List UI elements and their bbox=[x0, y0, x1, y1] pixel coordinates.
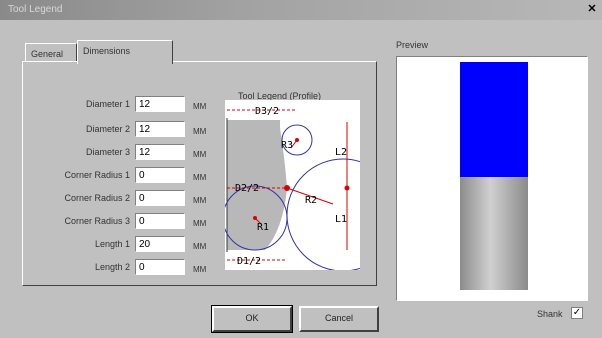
dimensions-panel bbox=[22, 61, 377, 286]
d2-label: D2/2 bbox=[235, 183, 259, 194]
unit-label: MM bbox=[193, 196, 207, 205]
r3-label: R3 bbox=[281, 140, 293, 151]
shank-label: Shank bbox=[537, 309, 563, 319]
field-label-diameter-2: Diameter 2 bbox=[85, 124, 130, 134]
diameter-2-input[interactable] bbox=[135, 121, 185, 137]
unit-label: MM bbox=[193, 127, 207, 136]
field-label-corner-radius-3: Corner Radius 3 bbox=[64, 216, 130, 226]
unit-label: MM bbox=[193, 150, 207, 159]
diameter-3-input[interactable] bbox=[135, 144, 185, 160]
tab-dimensions[interactable]: Dimensions bbox=[77, 40, 173, 64]
shank-preview bbox=[460, 177, 528, 290]
length-2-input[interactable] bbox=[135, 259, 185, 275]
unit-label: MM bbox=[193, 173, 207, 182]
preview-label: Preview bbox=[396, 40, 429, 50]
unit-label: MM bbox=[193, 265, 207, 274]
d1-label: D1/2 bbox=[237, 256, 261, 267]
field-label-diameter-3: Diameter 3 bbox=[85, 147, 130, 157]
title-bar: Tool Legend ✕ bbox=[0, 0, 602, 20]
field-label-diameter-1: Diameter 1 bbox=[85, 99, 130, 109]
field-label-length-1: Length 1 bbox=[94, 239, 130, 249]
close-icon[interactable]: ✕ bbox=[587, 3, 597, 15]
d3-label: D3/2 bbox=[255, 106, 279, 117]
corner-radius-3-input[interactable] bbox=[135, 213, 185, 229]
l2-label: L2 bbox=[335, 147, 347, 158]
corner-radius-1-input[interactable] bbox=[135, 167, 185, 183]
tab-general[interactable]: General bbox=[25, 43, 77, 62]
r1-label: R1 bbox=[257, 222, 269, 233]
field-label-corner-radius-2: Corner Radius 2 bbox=[64, 193, 130, 203]
field-label-corner-radius-1: Corner Radius 1 bbox=[64, 170, 130, 180]
unit-label: MM bbox=[193, 102, 207, 111]
l1-label: L1 bbox=[335, 214, 347, 225]
unit-label: MM bbox=[193, 242, 207, 251]
cancel-button[interactable]: Cancel bbox=[299, 306, 379, 332]
field-label-length-2: Length 2 bbox=[94, 262, 130, 272]
tool-preview bbox=[396, 56, 588, 301]
r2-label: R2 bbox=[305, 195, 317, 206]
tool-profile-diagram: D3/2 D2/2 D1/2 R1 R2 R3 L1 L2 bbox=[225, 100, 360, 270]
length-1-input[interactable] bbox=[135, 236, 185, 252]
cutter-preview bbox=[460, 62, 528, 177]
diameter-1-input[interactable] bbox=[135, 96, 185, 112]
shank-checkbox[interactable]: ✓ bbox=[571, 307, 583, 319]
corner-radius-2-input[interactable] bbox=[135, 190, 185, 206]
ok-button[interactable]: OK bbox=[211, 305, 293, 333]
unit-label: MM bbox=[193, 219, 207, 228]
legend-title: Tool Legend (Profile) bbox=[238, 91, 322, 101]
window-title: Tool Legend bbox=[8, 4, 63, 15]
